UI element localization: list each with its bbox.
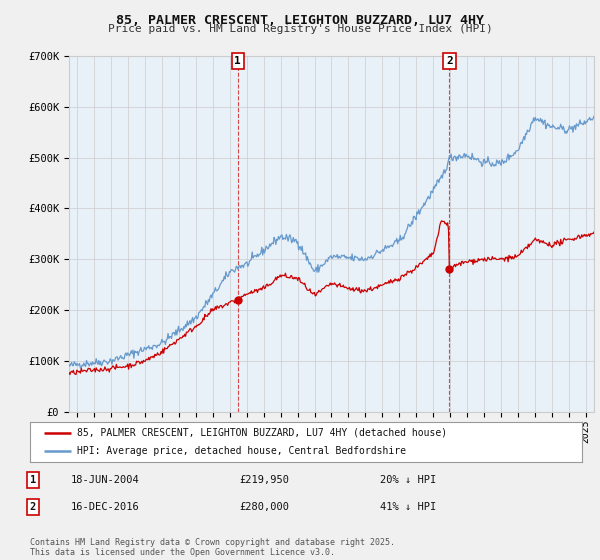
- Text: 18-JUN-2004: 18-JUN-2004: [71, 475, 139, 485]
- Text: 16-DEC-2016: 16-DEC-2016: [71, 502, 139, 512]
- Text: 2: 2: [30, 502, 36, 512]
- Text: 20% ↓ HPI: 20% ↓ HPI: [380, 475, 436, 485]
- Text: 2: 2: [446, 56, 453, 66]
- Text: 85, PALMER CRESCENT, LEIGHTON BUZZARD, LU7 4HY: 85, PALMER CRESCENT, LEIGHTON BUZZARD, L…: [116, 14, 484, 27]
- Text: 85, PALMER CRESCENT, LEIGHTON BUZZARD, LU7 4HY (detached house): 85, PALMER CRESCENT, LEIGHTON BUZZARD, L…: [77, 428, 447, 437]
- Text: Price paid vs. HM Land Registry's House Price Index (HPI): Price paid vs. HM Land Registry's House …: [107, 24, 493, 34]
- Text: HPI: Average price, detached house, Central Bedfordshire: HPI: Average price, detached house, Cent…: [77, 446, 406, 456]
- Text: 41% ↓ HPI: 41% ↓ HPI: [380, 502, 436, 512]
- Text: £280,000: £280,000: [239, 502, 289, 512]
- Text: Contains HM Land Registry data © Crown copyright and database right 2025.
This d: Contains HM Land Registry data © Crown c…: [30, 538, 395, 557]
- Text: £219,950: £219,950: [239, 475, 289, 485]
- Text: 1: 1: [235, 56, 241, 66]
- Text: 1: 1: [30, 475, 36, 485]
